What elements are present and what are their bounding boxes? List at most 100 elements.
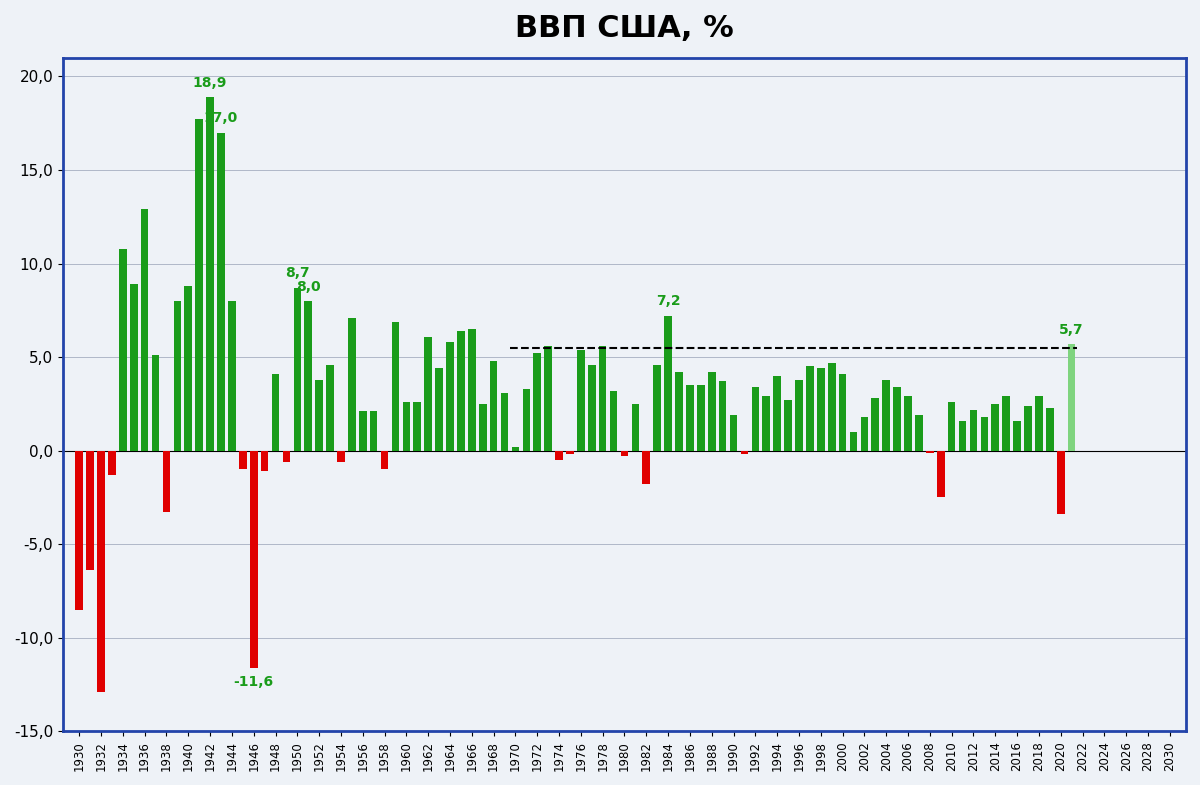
Bar (1013, 421, 1021, 451)
Text: 7,2: 7,2 (655, 294, 680, 309)
Bar (631, 404, 640, 451)
Bar (119, 249, 127, 451)
Bar (785, 400, 792, 451)
Bar (860, 417, 869, 451)
Bar (457, 331, 464, 451)
Bar (642, 451, 650, 484)
Bar (151, 356, 160, 451)
Bar (425, 337, 432, 451)
Text: 8,0: 8,0 (296, 279, 320, 294)
Title: ВВП США, %: ВВП США, % (515, 14, 734, 43)
Bar (402, 402, 410, 451)
Bar (991, 404, 1000, 451)
Text: 17,0: 17,0 (204, 111, 238, 125)
Bar (980, 417, 988, 451)
Bar (806, 367, 814, 451)
Bar (196, 119, 203, 451)
Bar (174, 301, 181, 451)
Bar (500, 392, 509, 451)
Bar (719, 382, 726, 451)
Bar (337, 451, 344, 462)
Bar (479, 404, 486, 451)
Bar (708, 372, 715, 451)
Bar (348, 318, 355, 451)
Bar (359, 411, 366, 451)
Bar (566, 451, 574, 455)
Bar (522, 389, 530, 451)
Bar (850, 432, 857, 451)
Bar (937, 451, 944, 498)
Bar (871, 398, 880, 451)
Bar (882, 380, 890, 451)
Bar (828, 363, 835, 451)
Bar (534, 353, 541, 451)
Bar (206, 97, 214, 451)
Bar (740, 451, 749, 455)
Bar (414, 402, 421, 451)
Bar (839, 374, 846, 451)
Bar (751, 387, 760, 451)
Bar (468, 329, 475, 451)
Bar (1002, 396, 1010, 451)
Bar (86, 451, 94, 571)
Bar (556, 451, 563, 460)
Bar (271, 374, 280, 451)
Bar (239, 451, 247, 469)
Bar (970, 410, 977, 451)
Bar (446, 342, 454, 451)
Bar (686, 385, 694, 451)
Bar (676, 372, 683, 451)
Bar (140, 210, 149, 451)
Bar (893, 387, 901, 451)
Bar (1046, 407, 1054, 451)
Bar (545, 346, 552, 451)
Bar (250, 451, 258, 668)
Bar (905, 396, 912, 451)
Bar (948, 402, 955, 451)
Bar (1024, 406, 1032, 451)
Bar (959, 421, 966, 451)
Bar (665, 316, 672, 451)
Bar (97, 451, 104, 692)
Bar (796, 380, 803, 451)
Text: -11,6: -11,6 (234, 675, 274, 689)
Bar (697, 385, 704, 451)
Bar (1036, 396, 1043, 451)
Bar (370, 411, 378, 451)
Bar (817, 368, 824, 451)
Text: 8,7: 8,7 (286, 266, 310, 280)
Bar (217, 133, 224, 451)
Bar (490, 361, 498, 451)
Bar (294, 288, 301, 451)
Bar (1068, 344, 1075, 451)
Bar (511, 447, 520, 451)
Bar (653, 364, 661, 451)
Bar (130, 284, 138, 451)
Bar (436, 368, 443, 451)
Bar (588, 364, 595, 451)
Bar (76, 451, 83, 610)
Bar (326, 364, 334, 451)
Bar (762, 396, 770, 451)
Bar (185, 286, 192, 451)
Bar (163, 451, 170, 513)
Bar (599, 346, 606, 451)
Text: 5,7: 5,7 (1060, 323, 1084, 337)
Bar (283, 451, 290, 462)
Bar (260, 451, 269, 471)
Bar (610, 391, 617, 451)
Bar (108, 451, 115, 475)
Bar (380, 451, 389, 469)
Bar (305, 301, 312, 451)
Bar (926, 451, 934, 453)
Bar (916, 415, 923, 451)
Bar (773, 376, 781, 451)
Bar (730, 415, 737, 451)
Bar (228, 301, 235, 451)
Bar (577, 349, 584, 451)
Bar (1057, 451, 1064, 514)
Bar (391, 322, 400, 451)
Bar (620, 451, 629, 456)
Text: 18,9: 18,9 (193, 75, 227, 89)
Bar (316, 380, 323, 451)
